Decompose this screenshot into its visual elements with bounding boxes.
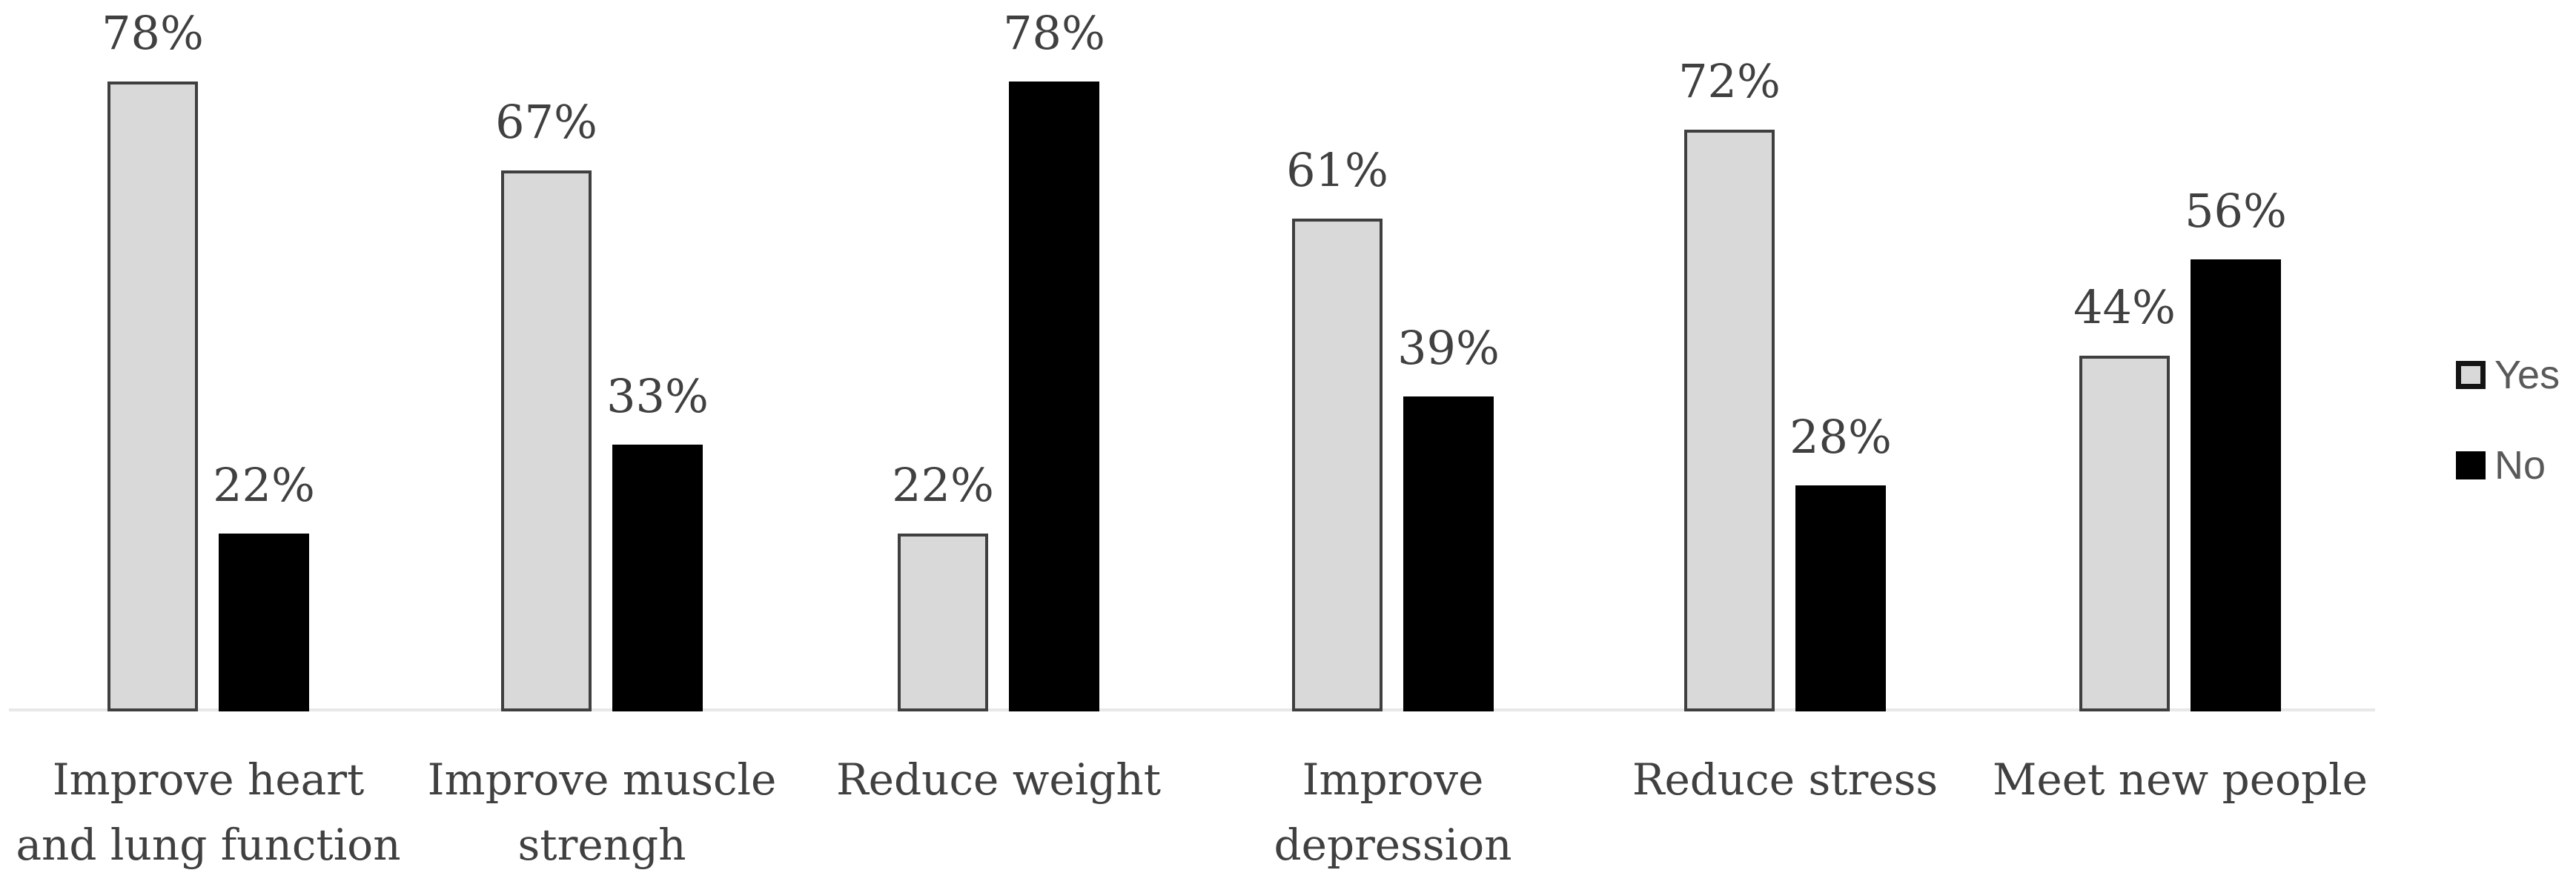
value-label-no-1: 22% [213, 458, 315, 512]
bar-yes-6 [2079, 356, 2170, 711]
value-label-no-2: 33% [606, 369, 709, 423]
category-label-4: Improve depression [1274, 754, 1512, 870]
legend-entry-no: No [2456, 443, 2560, 488]
value-label-yes-2: 67% [495, 95, 597, 149]
bar-no-5 [1795, 485, 1886, 711]
bar-yes-3 [898, 534, 988, 711]
legend: Yes No [2456, 353, 2560, 488]
legend-label-yes: Yes [2494, 353, 2560, 397]
legend-swatch-no-icon [2456, 451, 2486, 479]
bar-no-6 [2191, 259, 2281, 711]
category-label-3: Reduce weight [835, 754, 1162, 805]
value-label-yes-1: 78% [102, 6, 204, 60]
legend-entry-yes: Yes [2456, 353, 2560, 397]
x-axis-line [9, 708, 2375, 711]
value-label-yes-6: 44% [2073, 280, 2176, 334]
value-label-yes-4: 61% [1286, 143, 1388, 197]
legend-label-no: No [2494, 443, 2546, 488]
value-label-no-5: 28% [1789, 410, 1892, 464]
value-label-no-6: 56% [2185, 184, 2287, 238]
value-label-no-3: 78% [1003, 6, 1105, 60]
category-label-1: Improve heart and lung function [16, 754, 401, 870]
bar-no-3 [1009, 82, 1099, 711]
bar-yes-1 [107, 82, 198, 711]
legend-swatch-yes-icon [2456, 361, 2486, 389]
bar-yes-5 [1684, 130, 1775, 711]
category-label-2: Improve muscle strengh [427, 754, 777, 870]
value-label-yes-5: 72% [1678, 54, 1781, 108]
bar-no-2 [612, 445, 703, 711]
category-label-5: Reduce stress [1632, 754, 1938, 805]
bar-yes-2 [501, 170, 592, 711]
bar-no-1 [219, 534, 309, 711]
value-label-yes-3: 22% [892, 458, 994, 512]
value-label-no-4: 39% [1397, 321, 1500, 375]
bar-no-4 [1403, 396, 1494, 711]
category-label-6: Meet new people [1993, 754, 2368, 805]
bar-yes-4 [1292, 219, 1383, 711]
